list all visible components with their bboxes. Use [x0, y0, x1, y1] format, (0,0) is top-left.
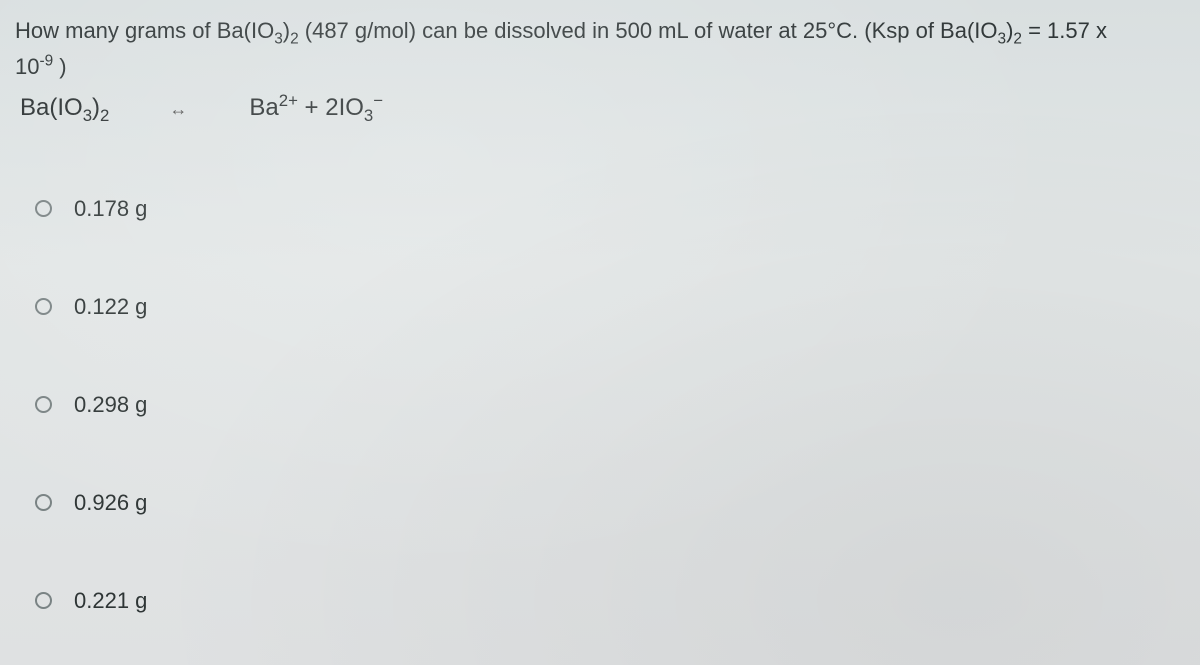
radio-icon[interactable]: [35, 298, 52, 315]
radio-icon[interactable]: [35, 200, 52, 217]
q-text: (487 g/mol) can be dissolved in 500 mL o…: [299, 18, 998, 43]
option-d[interactable]: 0.926 g: [35, 490, 1185, 516]
radio-icon[interactable]: [35, 494, 52, 511]
option-a[interactable]: 0.178 g: [35, 196, 1185, 222]
equation-lhs: Ba(IO3)2: [20, 94, 109, 126]
eq-text: ): [92, 94, 100, 121]
q-text: 10: [15, 54, 39, 79]
eq-text: Ba: [249, 94, 278, 121]
q-text: ): [283, 18, 290, 43]
q-sub: 2: [290, 30, 299, 47]
option-label: 0.298 g: [74, 392, 147, 418]
q-sub: 3: [998, 30, 1007, 47]
eq-text: + 2IO: [298, 94, 364, 121]
option-c[interactable]: 0.298 g: [35, 392, 1185, 418]
q-text: ): [53, 54, 66, 79]
option-label: 0.221 g: [74, 588, 147, 614]
radio-icon[interactable]: [35, 592, 52, 609]
eq-text: Ba(IO: [20, 94, 83, 121]
equation-rhs: Ba2+ + 2IO3−: [249, 91, 383, 126]
options-group: 0.178 g 0.122 g 0.298 g 0.926 g 0.221 g: [15, 196, 1185, 614]
q-text: = 1.57 x: [1022, 18, 1107, 43]
equation: Ba(IO3)2 ↔ Ba2+ + 2IO3−: [15, 91, 1185, 126]
q-text: How many grams of Ba(IO: [15, 18, 274, 43]
question-line2: 10-9 ): [15, 54, 67, 79]
q-sup: -9: [39, 53, 53, 70]
option-label: 0.926 g: [74, 490, 147, 516]
eq-sub: 3: [364, 106, 373, 125]
radio-icon[interactable]: [35, 396, 52, 413]
q-sub: 2: [1013, 30, 1022, 47]
option-label: 0.122 g: [74, 294, 147, 320]
eq-sub: 3: [83, 106, 92, 125]
question-line1: How many grams of Ba(IO3)2 (487 g/mol) c…: [15, 18, 1107, 43]
option-label: 0.178 g: [74, 196, 147, 222]
eq-sup: 2+: [279, 91, 298, 110]
option-e[interactable]: 0.221 g: [35, 588, 1185, 614]
question-text: How many grams of Ba(IO3)2 (487 g/mol) c…: [15, 15, 1185, 83]
option-b[interactable]: 0.122 g: [35, 294, 1185, 320]
eq-sup: −: [373, 91, 383, 110]
equilibrium-arrow-icon: ↔: [169, 99, 189, 120]
q-sub: 3: [274, 30, 283, 47]
eq-sub: 2: [100, 106, 109, 125]
